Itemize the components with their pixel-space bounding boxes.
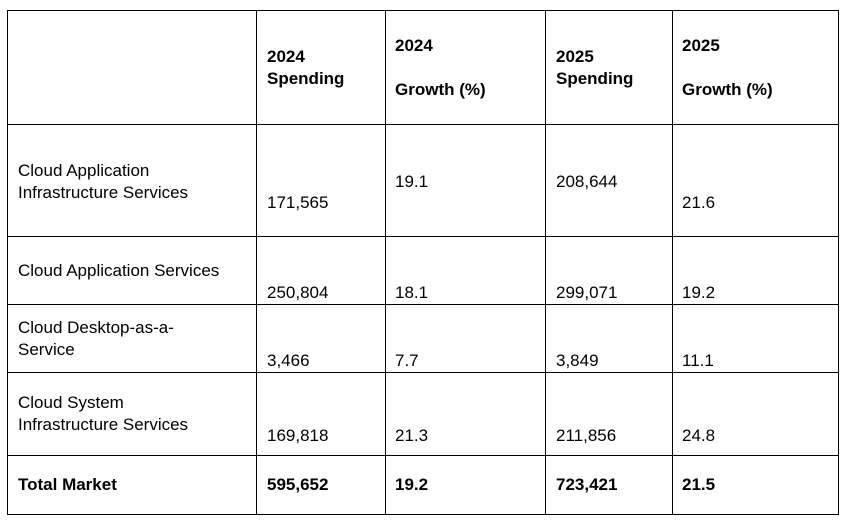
header-2025-growth-label: Growth (%) <box>682 80 773 99</box>
column-divider-4 <box>672 10 673 515</box>
row-label-line1: Cloud Application <box>18 161 150 180</box>
row-2024-growth: 19.1 <box>395 172 429 191</box>
header-2025-growth-year: 2025 <box>682 36 720 55</box>
total-2024-spending: 595,652 <box>267 475 329 494</box>
row-2025-spending: 208,644 <box>556 172 618 191</box>
total-2025-spending: 723,421 <box>556 475 618 494</box>
row-label-line2: Infrastructure Services <box>18 415 189 434</box>
row-2025-growth: 21.6 <box>682 193 716 212</box>
row-2025-growth: 19.2 <box>682 283 716 302</box>
row-2025-growth: 24.8 <box>682 426 716 445</box>
row-divider-2 <box>7 236 839 237</box>
row-2024-growth: 7.7 <box>395 351 419 370</box>
row-label: Cloud Application Infrastructure Service… <box>18 160 188 204</box>
row-2025-spending: 3,849 <box>556 351 599 370</box>
total-label: Total Market <box>18 475 117 494</box>
row-label-line1: Cloud System <box>18 393 124 412</box>
table-border-bottom <box>7 514 839 515</box>
total-2024-growth: 19.2 <box>395 475 429 494</box>
column-divider-1 <box>256 10 257 515</box>
table-border-left <box>7 10 8 515</box>
row-label-line2: Service <box>18 340 75 359</box>
total-2025-growth: 21.5 <box>682 475 716 494</box>
column-divider-2 <box>385 10 386 515</box>
header-2025-spending-line2: Spending <box>556 69 634 88</box>
header-2024-spending-line1: 2024 <box>267 47 305 66</box>
column-divider-3 <box>545 10 546 515</box>
table-border-right <box>838 10 839 515</box>
header-2024-growth-year: 2024 <box>395 36 433 55</box>
row-2024-growth: 21.3 <box>395 426 429 445</box>
row-divider-3 <box>7 304 839 305</box>
row-2025-growth: 11.1 <box>682 351 714 370</box>
header-2025-spending: 2025 Spending <box>556 46 633 90</box>
row-label: Cloud Desktop-as-a- Service <box>18 317 174 361</box>
header-2025-spending-line1: 2025 <box>556 47 594 66</box>
header-2024-spending: 2024 Spending <box>267 46 344 90</box>
row-divider-5 <box>7 455 839 456</box>
row-label-line1: Cloud Desktop-as-a- <box>18 318 174 337</box>
row-divider-4 <box>7 372 839 373</box>
row-label: Cloud System Infrastructure Services <box>18 392 188 436</box>
row-2024-spending: 3,466 <box>267 351 310 370</box>
row-2024-spending: 250,804 <box>267 283 329 302</box>
row-label: Cloud Application Services <box>18 261 220 280</box>
row-2024-growth: 18.1 <box>395 283 429 302</box>
row-divider-1 <box>7 124 839 125</box>
table-border-top <box>7 10 839 11</box>
header-2024-growth-label: Growth (%) <box>395 80 486 99</box>
row-2024-spending: 171,565 <box>267 193 329 212</box>
row-2025-spending: 211,856 <box>556 426 617 445</box>
row-2024-spending: 169,818 <box>267 426 329 445</box>
row-2025-spending: 299,071 <box>556 283 618 302</box>
header-2024-spending-line2: Spending <box>267 69 345 88</box>
row-label-line2: Infrastructure Services <box>18 183 189 202</box>
